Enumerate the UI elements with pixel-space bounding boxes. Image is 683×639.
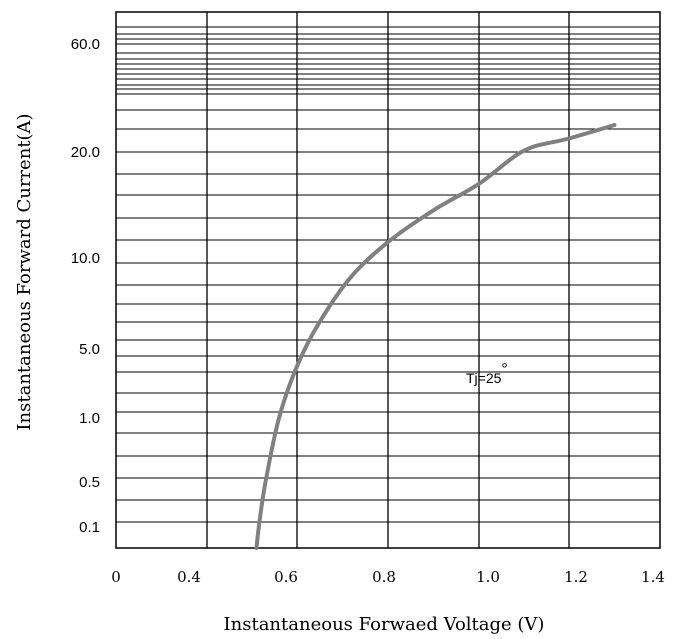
x-tick-label: 1.2 [564, 568, 588, 586]
x-tick-label: 0.6 [274, 568, 298, 586]
y-tick-label: 1.0 [79, 410, 100, 427]
forward-current-curve [254, 123, 617, 550]
y-tick-label: 10.0 [71, 250, 100, 267]
y-tick-label: 5.0 [79, 341, 100, 358]
x-tick-label: 0.8 [372, 568, 396, 586]
annotation-text: Tj=25 [466, 370, 502, 386]
grid [116, 12, 660, 548]
annotation-degree: ° [501, 361, 507, 378]
x-axis-label: Instantaneous Forwaed Voltage (V) [224, 614, 545, 635]
y-tick-label: 60.0 [71, 36, 100, 53]
x-tick-label: 1.0 [476, 568, 500, 586]
plot-frame [115, 11, 661, 549]
junction-temperature-annotation: Tj=25° [466, 361, 508, 386]
x-tick-label: 1.4 [641, 568, 665, 586]
x-tick-label: 0 [111, 568, 121, 586]
y-axis-label: Instantaneous Forward Current(A) [14, 113, 35, 430]
y-tick-label: 0.1 [79, 519, 100, 536]
y-tick-label: 0.5 [79, 474, 100, 491]
y-tick-label: 20.0 [71, 144, 100, 161]
x-tick-label: 0.4 [177, 568, 201, 586]
y-tick-labels: 60.0 20.0 10.0 5.0 1.0 0.5 0.1 [71, 36, 100, 536]
x-tick-labels: 0 0.4 0.6 0.8 1.0 1.2 1.4 [111, 568, 665, 586]
